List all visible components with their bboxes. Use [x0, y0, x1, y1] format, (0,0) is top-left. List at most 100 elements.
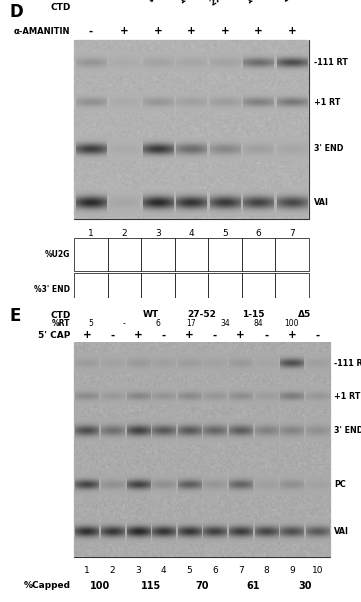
Text: 5: 5	[222, 229, 228, 238]
Bar	[74, 238, 108, 272]
Text: 66: 66	[220, 285, 230, 294]
Text: 100: 100	[284, 319, 299, 328]
Text: 9: 9	[289, 566, 295, 576]
Text: 1-15: 1-15	[242, 310, 265, 319]
Text: %Capped: %Capped	[23, 581, 70, 590]
Text: 15: 15	[253, 250, 263, 259]
Text: 6: 6	[212, 566, 218, 576]
Text: 16: 16	[253, 285, 263, 294]
Bar	[108, 273, 141, 305]
Bar	[242, 273, 275, 305]
Text: -: -	[162, 330, 166, 340]
Text: PC: PC	[334, 480, 346, 489]
Text: 27-52: 27-52	[188, 310, 217, 319]
Text: 3' END: 3' END	[314, 144, 343, 154]
Text: -: -	[264, 330, 268, 340]
Text: %U2G: %U2G	[45, 250, 70, 259]
Bar	[242, 238, 275, 272]
Text: %RT: %RT	[52, 319, 70, 328]
Text: +: +	[287, 26, 296, 36]
Text: 1: 1	[88, 229, 93, 238]
Text: 25: 25	[187, 250, 196, 259]
Text: -: -	[316, 330, 319, 340]
Text: 1-25: 1-25	[178, 0, 200, 6]
Text: 100: 100	[83, 250, 98, 259]
Text: 3: 3	[135, 566, 141, 576]
Text: 3' END: 3' END	[334, 426, 361, 435]
Text: VAI: VAI	[334, 527, 349, 536]
Text: 5: 5	[187, 566, 192, 576]
Text: 95: 95	[86, 285, 96, 294]
Text: 84: 84	[253, 319, 263, 328]
Text: VAI: VAI	[314, 198, 329, 207]
Text: 7: 7	[238, 566, 243, 576]
Bar	[275, 273, 309, 305]
Text: Δ5: Δ5	[298, 310, 311, 319]
Text: -: -	[123, 250, 126, 259]
Bar	[74, 307, 108, 340]
Text: 34: 34	[220, 319, 230, 328]
Text: +: +	[134, 330, 143, 340]
Text: 10: 10	[312, 566, 323, 576]
Text: 83: 83	[153, 250, 162, 259]
Text: +: +	[254, 26, 263, 36]
Bar	[108, 238, 141, 272]
Bar	[141, 273, 175, 305]
Text: 27-52: 27-52	[209, 0, 236, 8]
Text: 1: 1	[84, 566, 90, 576]
Bar	[275, 307, 309, 340]
Bar	[175, 238, 208, 272]
Text: 83: 83	[187, 285, 196, 294]
Bar	[74, 40, 309, 219]
Bar	[141, 307, 175, 340]
Text: %3' END: %3' END	[34, 285, 70, 294]
Text: WT: WT	[143, 310, 159, 319]
Text: 8: 8	[264, 566, 269, 576]
Text: +: +	[236, 330, 245, 340]
Text: 100: 100	[90, 580, 110, 591]
Text: +: +	[221, 26, 229, 36]
Text: WT: WT	[147, 0, 164, 4]
Text: 7: 7	[289, 229, 295, 238]
Text: α-AMANITIN: α-AMANITIN	[14, 26, 70, 36]
Text: -: -	[123, 285, 126, 294]
Text: 61: 61	[247, 580, 260, 591]
Text: 6: 6	[155, 319, 160, 328]
Text: 3: 3	[155, 229, 161, 238]
Text: E: E	[9, 307, 21, 325]
Text: +: +	[120, 26, 129, 36]
Text: Δ5: Δ5	[282, 0, 297, 4]
Text: 2: 2	[121, 229, 127, 238]
Bar	[108, 307, 141, 340]
Bar	[275, 238, 309, 272]
Bar	[242, 307, 275, 340]
Text: +1 RT: +1 RT	[314, 98, 340, 107]
Text: +: +	[82, 330, 91, 340]
Bar	[208, 307, 242, 340]
Text: -: -	[291, 285, 293, 294]
Text: 5: 5	[88, 319, 93, 328]
Text: 4: 4	[188, 229, 194, 238]
Text: 8: 8	[290, 250, 294, 259]
Text: 1-15: 1-15	[244, 0, 267, 6]
Text: 17: 17	[187, 319, 196, 328]
Text: 94: 94	[153, 285, 163, 294]
Text: 5' CAP: 5' CAP	[38, 330, 70, 340]
Bar	[175, 307, 208, 340]
Text: -: -	[89, 26, 93, 36]
Text: CTD: CTD	[50, 3, 70, 12]
Text: +: +	[187, 26, 196, 36]
Text: -: -	[213, 330, 217, 340]
Text: 4: 4	[161, 566, 166, 576]
Text: D: D	[9, 3, 23, 21]
Bar	[208, 273, 242, 305]
Text: -111 RT: -111 RT	[314, 58, 348, 67]
Text: 6: 6	[256, 229, 261, 238]
Text: +1 RT: +1 RT	[334, 392, 360, 401]
Bar	[141, 238, 175, 272]
Text: +: +	[287, 330, 296, 340]
Bar	[74, 273, 108, 305]
Text: +: +	[185, 330, 194, 340]
Text: -111 RT: -111 RT	[334, 359, 361, 368]
Text: +: +	[153, 26, 162, 36]
